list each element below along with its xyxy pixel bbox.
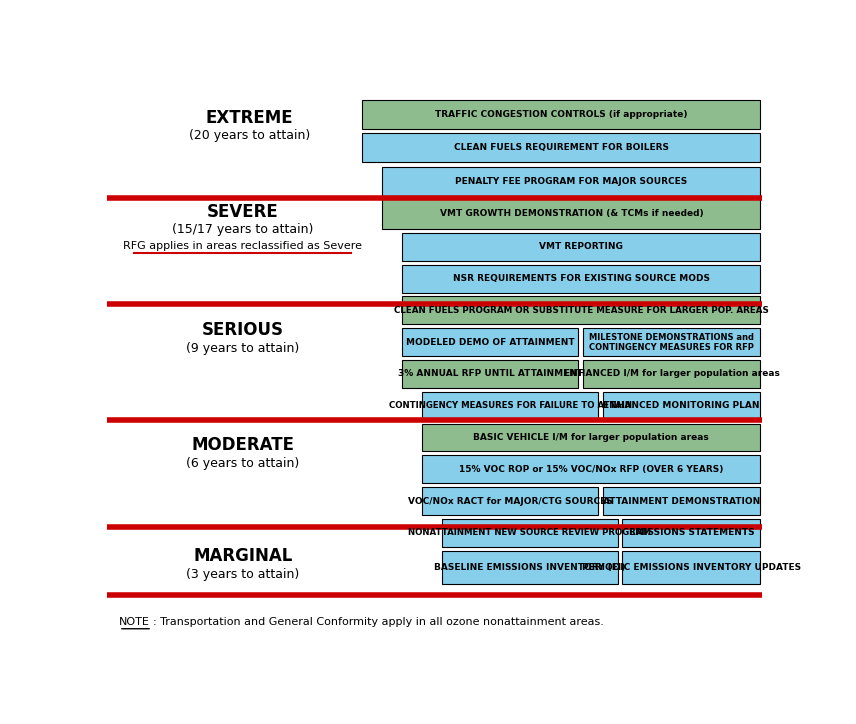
Text: (20 years to attain): (20 years to attain)	[189, 130, 310, 143]
Text: MILESTONE DEMONSTRATIONS and
CONTINGENCY MEASURES FOR RFP: MILESTONE DEMONSTRATIONS and CONTINGENCY…	[589, 332, 754, 352]
Text: CONTINGENCY MEASURES FOR FAILURE TO ATTAIN: CONTINGENCY MEASURES FOR FAILURE TO ATTA…	[389, 401, 632, 411]
Text: ENHANCED I/M for larger population areas: ENHANCED I/M for larger population areas	[563, 369, 780, 379]
Text: NSR REQUIREMENTS FOR EXISTING SOURCE MODS: NSR REQUIREMENTS FOR EXISTING SOURCE MOD…	[453, 274, 710, 283]
Text: VMT REPORTING: VMT REPORTING	[539, 243, 623, 251]
Text: PENALTY FEE PROGRAM FOR MAJOR SOURCES: PENALTY FEE PROGRAM FOR MAJOR SOURCES	[455, 177, 687, 185]
Text: VOC/NOx RACT for MAJOR/CTG SOURCES: VOC/NOx RACT for MAJOR/CTG SOURCES	[407, 497, 612, 505]
Bar	[422, 424, 760, 452]
Bar	[402, 233, 760, 261]
Bar	[422, 392, 597, 420]
Bar	[583, 328, 760, 356]
Bar	[422, 455, 760, 483]
Bar	[622, 551, 760, 584]
Bar	[422, 487, 597, 515]
Text: 3% ANNUAL RFP UNTIL ATTAINMENT: 3% ANNUAL RFP UNTIL ATTAINMENT	[397, 369, 583, 379]
Bar	[402, 360, 578, 388]
Text: MARGINAL: MARGINAL	[193, 547, 293, 565]
Text: MODERATE: MODERATE	[192, 437, 294, 455]
Text: 15% VOC ROP or 15% VOC/NOx RFP (OVER 6 YEARS): 15% VOC ROP or 15% VOC/NOx RFP (OVER 6 Y…	[459, 465, 723, 473]
Text: ENHANCED MONITORING PLAN: ENHANCED MONITORING PLAN	[603, 401, 760, 411]
Bar	[362, 133, 760, 162]
Bar	[442, 551, 618, 584]
Text: EXTREME: EXTREME	[205, 109, 294, 127]
Text: VMT GROWTH DEMONSTRATION (& TCMs if needed): VMT GROWTH DEMONSTRATION (& TCMs if need…	[440, 209, 703, 218]
Text: (15/17 years to attain): (15/17 years to attain)	[172, 222, 313, 235]
Text: NOTE: NOTE	[119, 617, 150, 627]
Bar	[402, 328, 578, 356]
Bar	[442, 519, 618, 547]
Text: RFG applies in areas reclassified as Severe: RFG applies in areas reclassified as Sev…	[123, 241, 362, 251]
Text: : Transportation and General Conformity apply in all ozone nonattainment areas.: : Transportation and General Conformity …	[153, 617, 604, 627]
Text: BASELINE EMISSIONS INVENTORY (EI): BASELINE EMISSIONS INVENTORY (EI)	[434, 563, 626, 572]
Text: SERIOUS: SERIOUS	[202, 321, 284, 340]
Text: ATTAINMENT DEMONSTRATION: ATTAINMENT DEMONSTRATION	[603, 497, 760, 505]
Text: BASIC VEHICLE I/M for larger population areas: BASIC VEHICLE I/M for larger population …	[473, 433, 709, 442]
Text: (9 years to attain): (9 years to attain)	[187, 342, 300, 355]
Text: MODELED DEMO OF ATTAINMENT: MODELED DEMO OF ATTAINMENT	[406, 337, 574, 347]
Text: CLEAN FUELS PROGRAM OR SUBSTITUTE MEASURE FOR LARGER POP. AREAS: CLEAN FUELS PROGRAM OR SUBSTITUTE MEASUR…	[394, 306, 769, 315]
Bar	[622, 519, 760, 547]
Bar	[402, 297, 760, 324]
Text: PERIODIC EMISSIONS INVENTORY UPDATES: PERIODIC EMISSIONS INVENTORY UPDATES	[582, 563, 801, 572]
Text: (3 years to attain): (3 years to attain)	[187, 568, 300, 581]
Bar	[383, 198, 760, 229]
Bar	[383, 167, 760, 195]
Text: SEVERE: SEVERE	[207, 203, 279, 222]
Bar	[362, 100, 760, 129]
Bar	[603, 487, 760, 515]
Text: EMISSIONS STATEMENTS: EMISSIONS STATEMENTS	[628, 529, 754, 537]
Text: TRAFFIC CONGESTION CONTROLS (if appropriate): TRAFFIC CONGESTION CONTROLS (if appropri…	[435, 110, 687, 119]
Bar	[583, 360, 760, 388]
Text: NONATTAINMENT NEW SOURCE REVIEW PROGRAM: NONATTAINMENT NEW SOURCE REVIEW PROGRAM	[408, 529, 651, 537]
Bar	[603, 392, 760, 420]
Text: (6 years to attain): (6 years to attain)	[187, 458, 300, 470]
Text: CLEAN FUELS REQUIREMENT FOR BOILERS: CLEAN FUELS REQUIREMENT FOR BOILERS	[454, 143, 669, 152]
Bar	[402, 265, 760, 292]
